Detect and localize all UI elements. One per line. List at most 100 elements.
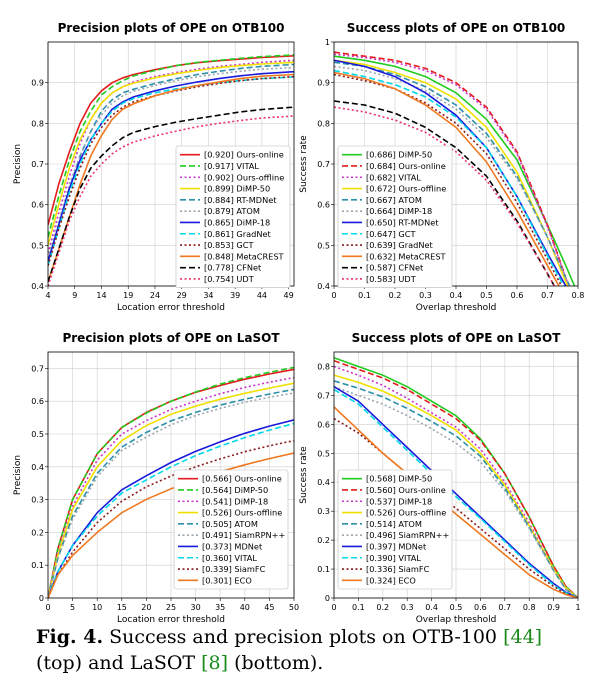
x-tick-label: 0.6 [511,291,524,300]
x-tick-label: 49 [284,291,294,300]
x-tick-label: 0.1 [352,603,365,612]
legend-entry: [0.360] VITAL [202,553,257,563]
caption-text-b: (top) and LaSOT [36,652,196,674]
x-tick-label: 0.8 [523,603,536,612]
series-group [334,357,578,598]
x-tick-label: 0.5 [450,603,463,612]
legend-entry: [0.373] MDNet [202,541,263,551]
legend-entry: [0.684] Ours-online [366,161,446,171]
legend-entry: [0.865] DiMP-18 [204,217,270,227]
legend-entry: [0.568] DiMP-50 [366,474,432,484]
legend-entry: [0.853] GCT [204,240,254,250]
x-axis-label: Location error threshold [117,615,225,625]
chart-4: Success plots of OPE on LaSOT 0 0.1 0.2 0.3 0… [299,331,581,625]
series-line [334,55,576,286]
figure-caption: Fig. 4. Success and precision plots on O… [36,624,581,676]
legend-entry: [0.899] DiMP-50 [204,184,270,194]
x-tick-label: 19 [123,291,133,300]
chart-2: Success plots of OPE on OTB100 0 0.1 0.2 0.3… [299,21,584,313]
x-tick-label: 0.2 [389,291,402,300]
series-line [334,386,578,598]
legend-entry: [0.884] RT-MDNet [204,195,277,205]
caption-ref-lasot[interactable]: [8] [201,652,229,674]
y-tick-label: 0.5 [31,430,44,439]
x-tick-label: 29 [177,291,187,300]
y-tick-label: 0.7 [317,160,330,169]
y-tick-label: 0.6 [31,201,44,210]
legend-entry: [0.682] VITAL [366,172,421,182]
y-tick-label: 0.5 [317,449,330,458]
legend-entry: [0.902] Ours-offline [204,172,284,182]
series-line [334,73,563,286]
y-tick-label: 0.4 [317,282,330,291]
y-tick-label: 0 [325,594,330,603]
legend-entry: [0.390] VITAL [366,553,421,563]
x-axis-label: Overlap threshold [416,303,497,313]
series-line [334,388,578,598]
x-tick-label: 5 [70,603,75,612]
x-tick-label: 0.6 [474,603,487,612]
series-line [334,65,571,286]
legend-entry: [0.587] CFNet [366,263,424,273]
series-line [48,388,294,598]
y-tick-label: 0.6 [317,201,330,210]
y-tick-label: 0.1 [31,561,44,570]
legend: [0.920] Ours-online[0.917] VITAL[0.902] … [175,145,291,288]
x-tick-label: 4 [45,291,50,300]
legend-entry: [0.647] GCT [366,229,416,239]
y-tick-label: 0 [39,594,44,603]
y-tick-label: 0.5 [31,241,44,250]
x-tick-label: 30 [191,603,201,612]
legend-entry: [0.564] DiMP-50 [202,485,268,495]
y-tick-label: 0.8 [31,119,44,128]
x-tick-label: 0.3 [401,603,414,612]
x-tick-label: 25 [166,603,176,612]
x-tick-label: 45 [264,603,274,612]
series-line [334,59,569,286]
legend-entry: [0.848] MetaCREST [204,251,285,261]
legend-entry: [0.664] DiMP-18 [366,206,432,216]
series-line [334,71,560,286]
legend-entry: [0.537] DiMP-18 [366,496,432,506]
y-tick-label: 0.5 [317,241,330,250]
y-tick-label: 0.7 [31,160,44,169]
legend-box [175,145,291,288]
series-line [48,115,294,286]
series-line [48,382,294,598]
x-tick-label: 24 [150,291,160,300]
y-tick-label: 0.4 [31,463,44,472]
x-tick-label: 1 [575,603,580,612]
y-tick-label: 0.8 [317,362,330,371]
x-tick-label: 40 [240,603,250,612]
series-line [48,75,294,266]
legend-box [337,145,453,288]
series-line [48,66,294,258]
legend-entry: [0.754] UDT [204,274,255,284]
chart-title: Success plots of OPE on LaSOT [352,331,562,345]
legend-entry: [0.632] MetaCREST [366,251,447,261]
legend-entry: [0.526] Ours-offline [202,508,282,518]
chart-title: Success plots of OPE on OTB100 [347,21,566,35]
legend-entry: [0.879] ATOM [204,206,260,216]
y-axis-label: Success rate [299,446,309,504]
y-tick-label: 0.3 [317,507,330,516]
series-line [334,359,578,598]
series-group [48,54,294,286]
series-line [48,422,294,598]
y-tick-label: 0.2 [317,536,330,545]
legend-entry: [0.324] ECO [366,575,416,585]
y-tick-label: 0.7 [317,391,330,400]
caption-ref-otb[interactable]: [44] [503,626,543,648]
x-tick-label: 34 [203,291,213,300]
series-line [334,69,565,286]
x-tick-label: 50 [289,603,299,612]
x-axis-label: Location error threshold [117,303,225,313]
series-line [334,100,556,286]
legend-entry: [0.491] SiamRPN++ [202,530,285,540]
x-tick-label: 20 [141,603,151,612]
legend: [0.568] DiMP-50[0.560] Ours-online[0.537… [337,469,453,590]
legend-entry: [0.667] ATOM [366,195,422,205]
legend-entry: [0.778] CFNet [204,263,262,273]
legend-entry: [0.496] SiamRPN++ [366,530,449,540]
